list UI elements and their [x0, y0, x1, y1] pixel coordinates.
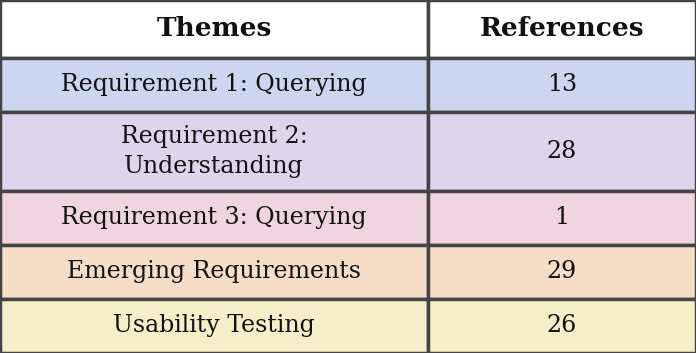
Bar	[0, 58, 428, 112]
Text: References: References	[480, 17, 644, 41]
Text: Requirement 3: Querying: Requirement 3: Querying	[61, 206, 367, 229]
Text: Requirement 2:
Understanding: Requirement 2: Understanding	[120, 125, 308, 178]
Bar	[428, 58, 696, 112]
Text: Themes: Themes	[157, 17, 271, 41]
Bar	[0, 245, 428, 299]
Text: Usability Testing: Usability Testing	[113, 315, 315, 337]
Bar	[428, 112, 696, 191]
Text: 1: 1	[555, 206, 569, 229]
Text: Requirement 1: Querying: Requirement 1: Querying	[61, 73, 367, 96]
Bar	[428, 245, 696, 299]
Text: 29: 29	[547, 260, 577, 283]
Bar	[0, 0, 428, 58]
Text: 28: 28	[547, 140, 577, 163]
Bar	[0, 299, 428, 353]
Bar	[0, 112, 428, 191]
Bar	[428, 191, 696, 245]
Bar	[428, 0, 696, 58]
Bar	[0, 191, 428, 245]
Text: 26: 26	[547, 315, 577, 337]
Text: 13: 13	[547, 73, 577, 96]
Bar	[428, 299, 696, 353]
Text: Emerging Requirements: Emerging Requirements	[67, 260, 361, 283]
